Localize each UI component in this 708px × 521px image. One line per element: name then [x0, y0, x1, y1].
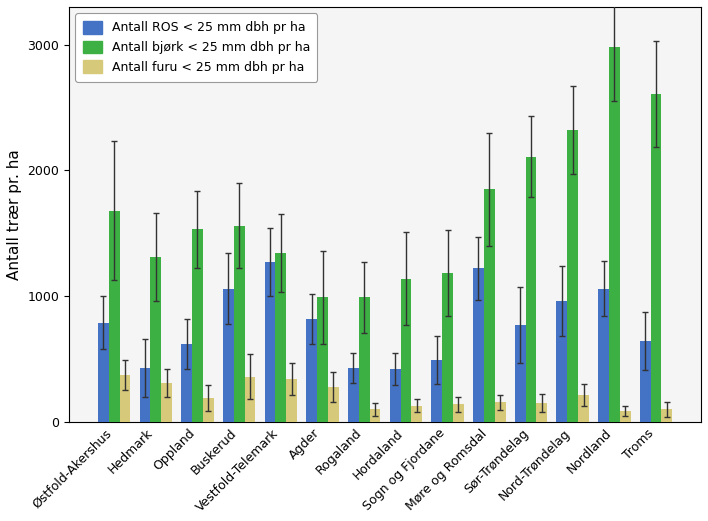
Bar — [525, 157, 537, 422]
Bar — [317, 297, 328, 422]
Bar — [411, 405, 422, 422]
Bar — [275, 253, 286, 422]
Bar — [307, 319, 317, 422]
Bar — [661, 410, 673, 422]
Bar — [265, 262, 275, 422]
Bar — [150, 257, 161, 422]
Y-axis label: Antall trær pr. ha: Antall trær pr. ha — [7, 149, 22, 280]
Bar — [192, 229, 203, 422]
Bar — [651, 94, 661, 422]
Bar — [537, 403, 547, 422]
Bar — [120, 375, 130, 422]
Bar — [556, 301, 567, 422]
Bar — [181, 344, 192, 422]
Bar — [515, 325, 525, 422]
Bar — [609, 47, 620, 422]
Bar — [473, 268, 484, 422]
Bar — [567, 130, 578, 422]
Bar — [453, 404, 464, 422]
Bar — [370, 410, 380, 422]
Bar — [442, 273, 453, 422]
Bar — [640, 341, 651, 422]
Bar — [484, 189, 495, 422]
Bar — [98, 322, 108, 422]
Bar — [161, 383, 172, 422]
Bar — [389, 369, 401, 422]
Bar — [495, 402, 506, 422]
Bar — [620, 411, 631, 422]
Bar — [359, 297, 370, 422]
Bar — [348, 368, 359, 422]
Bar — [223, 289, 234, 422]
Bar — [234, 226, 244, 422]
Bar — [431, 360, 442, 422]
Bar — [108, 210, 120, 422]
Bar — [139, 368, 150, 422]
Bar — [578, 395, 589, 422]
Bar — [244, 377, 256, 422]
Legend: Antall ROS < 25 mm dbh pr ha, Antall bjørk < 25 mm dbh pr ha, Antall furu < 25 m: Antall ROS < 25 mm dbh pr ha, Antall bjø… — [75, 13, 317, 82]
Bar — [286, 379, 297, 422]
Bar — [598, 289, 609, 422]
Bar — [328, 387, 339, 422]
Bar — [401, 279, 411, 422]
Bar — [203, 398, 214, 422]
